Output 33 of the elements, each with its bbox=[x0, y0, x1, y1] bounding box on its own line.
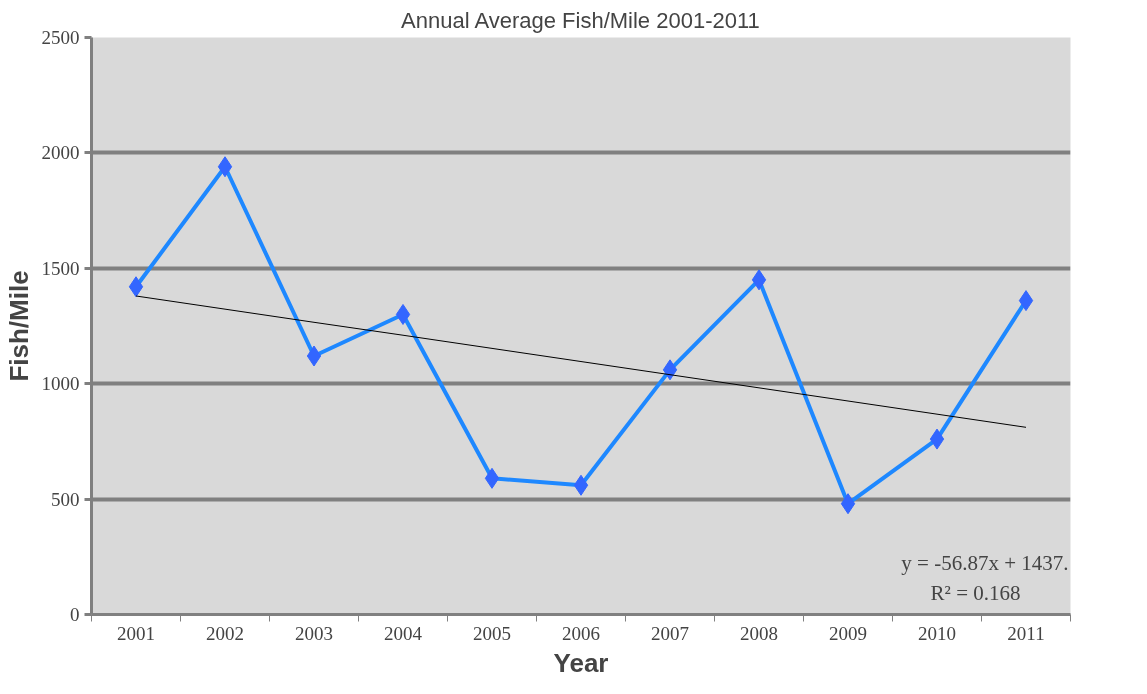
chart-title: Annual Average Fish/Mile 2001-2011 bbox=[401, 7, 760, 33]
point bbox=[128, 276, 144, 298]
point bbox=[573, 474, 589, 496]
annotation: y = -56.87x + 1437. bbox=[901, 550, 1069, 575]
y-tick-label: 1500 bbox=[41, 257, 80, 279]
point bbox=[217, 156, 233, 178]
x-tick-label: 2009 bbox=[829, 622, 867, 644]
y-tick-label: 500 bbox=[51, 488, 80, 510]
x-tick-label: 2008 bbox=[740, 622, 778, 644]
x-tick-label: 2004 bbox=[384, 622, 423, 644]
point bbox=[662, 359, 678, 381]
x-tick-label: 2002 bbox=[206, 622, 244, 644]
x-tick-label: 2007 bbox=[651, 622, 689, 644]
x-tick-label: 2011 bbox=[1007, 622, 1045, 644]
x-axis-title: Year bbox=[553, 647, 609, 678]
point bbox=[929, 428, 945, 450]
x-tick-label: 2005 bbox=[473, 622, 511, 644]
y-tick-label: 2000 bbox=[41, 142, 80, 164]
y-tick-label: 1000 bbox=[41, 373, 80, 395]
point bbox=[306, 345, 322, 367]
point bbox=[751, 269, 767, 291]
y-axis-title: Fish/Mile bbox=[3, 270, 34, 382]
x-tick-label: 2006 bbox=[562, 622, 600, 644]
y-tick-label: 2500 bbox=[41, 27, 80, 48]
point bbox=[840, 493, 856, 515]
x-tick-label: 2001 bbox=[117, 622, 155, 644]
x-tick-label: 2010 bbox=[918, 622, 956, 644]
x-tick-label: 2003 bbox=[295, 622, 333, 644]
point bbox=[484, 467, 500, 489]
point bbox=[1018, 290, 1034, 312]
y-tick-label: 0 bbox=[70, 604, 80, 625]
point bbox=[395, 303, 411, 325]
annotation: R² = 0.168 bbox=[930, 580, 1021, 605]
